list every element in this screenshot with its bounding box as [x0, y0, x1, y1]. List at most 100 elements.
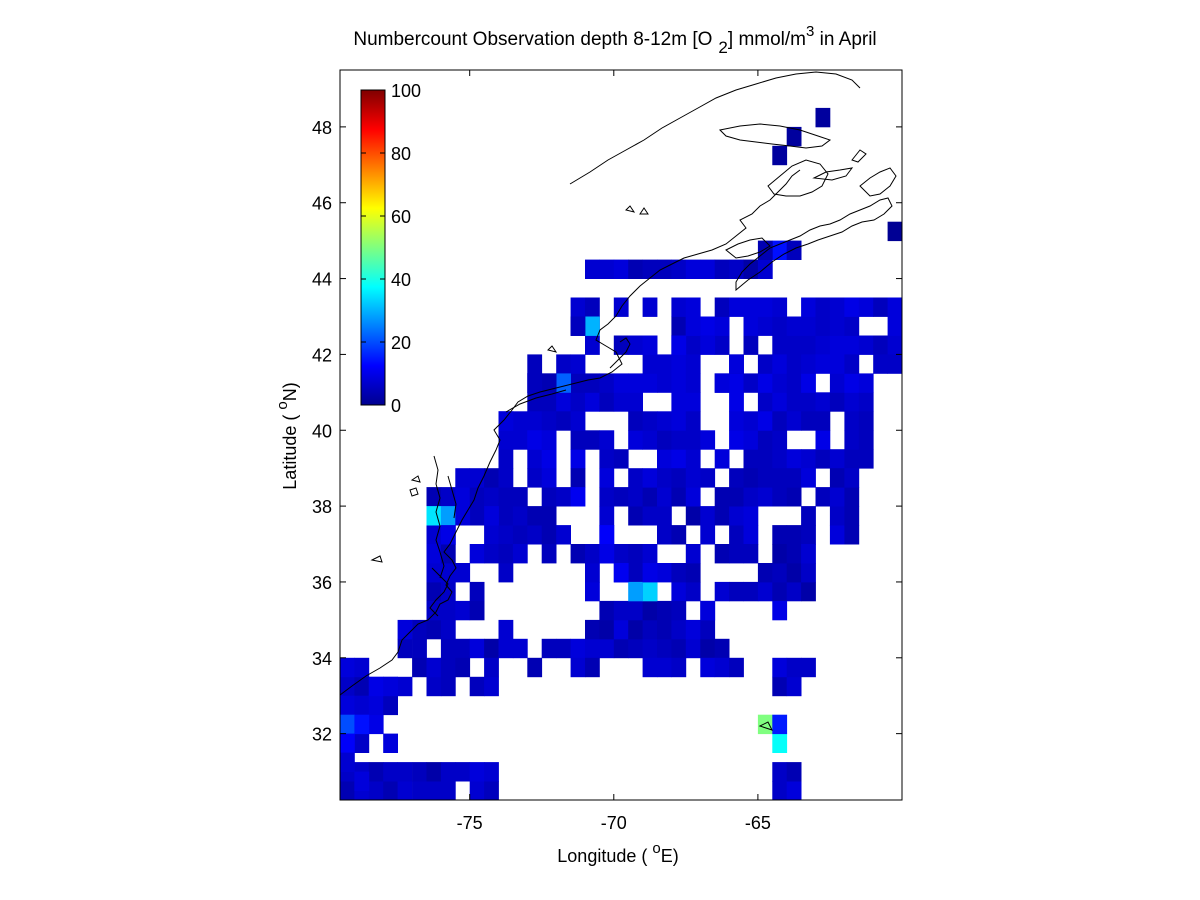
grid-cell — [772, 335, 788, 355]
grid-cell — [628, 563, 643, 583]
grid-cell — [671, 638, 687, 659]
grid-cell — [657, 468, 672, 488]
grid-cell — [729, 297, 744, 317]
grid-cell — [829, 297, 845, 317]
grid-cell — [397, 638, 413, 659]
grid-cell — [844, 430, 860, 450]
grid-cell — [469, 506, 485, 526]
grid-cell — [743, 487, 759, 507]
grid-cell — [801, 657, 816, 678]
coastline-bay-of-fundy — [725, 237, 771, 259]
x-axis-label: Longitude ( oE) — [557, 840, 678, 866]
grid-cell — [743, 525, 759, 545]
grid-cell — [599, 259, 615, 279]
coastline-new-brunswick — [767, 159, 829, 197]
grid-cell-highlight — [570, 316, 586, 336]
grid-cell — [541, 468, 557, 488]
grid-cell — [613, 638, 629, 659]
grid-cell — [714, 316, 730, 336]
grid-cell-highlight — [426, 506, 442, 526]
grid-cell — [772, 487, 788, 507]
grid-cell — [671, 619, 687, 640]
grid-cell — [685, 335, 701, 355]
grid-cell — [772, 411, 788, 431]
grid-cell — [844, 525, 860, 545]
grid-cell — [829, 335, 845, 355]
grid-cell — [340, 781, 355, 801]
grid-cell — [801, 544, 816, 564]
colorbar-tick-label: 0 — [391, 396, 401, 416]
grid-cell — [786, 316, 802, 336]
grid-cell — [613, 335, 629, 355]
grid-cell — [671, 411, 687, 431]
grid-cell — [628, 638, 643, 659]
grid-cell-highlight — [757, 240, 773, 260]
grid-cell — [585, 657, 600, 678]
grid-cell-highlight — [628, 581, 643, 602]
grid-cell-highlight — [887, 221, 903, 242]
observation-cells — [340, 107, 903, 801]
grid-cell — [541, 487, 557, 507]
grid-cell — [729, 581, 744, 602]
grid-cell — [714, 449, 730, 469]
colorbar-tick-label: 60 — [391, 207, 411, 227]
grid-cell — [858, 411, 874, 431]
grid-cell — [729, 506, 744, 526]
grid-cell — [858, 373, 874, 393]
grid-cell — [757, 449, 773, 469]
grid-cell — [657, 487, 672, 507]
grid-cell — [383, 762, 398, 782]
grid-cell — [671, 468, 687, 488]
grid-cell — [512, 506, 528, 526]
x-tick-label: -65 — [745, 813, 771, 833]
grid-cell — [671, 487, 687, 507]
y-tick-label: 32 — [312, 725, 332, 745]
grid-cell — [729, 525, 744, 545]
grid-cell — [498, 619, 514, 640]
grid-cell — [469, 581, 485, 602]
grid-cell — [815, 430, 831, 450]
grid-cell — [628, 619, 643, 640]
grid-cell — [498, 468, 514, 488]
grid-cell — [426, 544, 442, 564]
grid-cell — [570, 354, 586, 374]
grid-cell — [613, 487, 629, 507]
grid-cell — [354, 733, 370, 753]
grid-cell — [484, 487, 499, 507]
grid-cell-highlight — [815, 107, 831, 128]
grid-cell — [685, 449, 701, 469]
grid-cell — [757, 297, 773, 317]
y-axis-label: Latitude ( oN) — [274, 382, 300, 489]
grid-cell-highlight — [772, 145, 788, 166]
grid-cell — [642, 411, 658, 431]
grid-cell — [700, 259, 716, 279]
grid-cell — [642, 600, 658, 621]
grid-cell — [743, 316, 759, 336]
grid-cell — [368, 781, 384, 801]
grid-cell-highlight — [685, 316, 701, 336]
grid-cell — [440, 781, 456, 801]
grid-cell — [786, 411, 802, 431]
x-tick-label: -75 — [457, 813, 483, 833]
grid-cell — [642, 506, 658, 526]
grid-cell — [657, 638, 672, 659]
grid-cell — [585, 581, 600, 602]
grid-cell — [412, 762, 427, 782]
grid-cell — [671, 563, 687, 583]
grid-cell-highlight — [786, 240, 802, 260]
grid-cell — [772, 676, 788, 697]
grid-cell — [844, 449, 860, 469]
grid-cell — [685, 544, 701, 564]
grid-cell — [801, 392, 816, 412]
coastline-gulf-st-lawrence — [569, 71, 861, 185]
grid-cell — [498, 506, 514, 526]
grid-cell-highlight — [599, 525, 615, 545]
grid-cell — [685, 392, 701, 412]
grid-cell — [844, 411, 860, 431]
grid-cell — [786, 581, 802, 602]
grid-cell — [527, 449, 543, 469]
y-tick-label: 46 — [312, 194, 332, 214]
coastline-cape-cod — [609, 337, 631, 369]
grid-cell — [743, 430, 759, 450]
